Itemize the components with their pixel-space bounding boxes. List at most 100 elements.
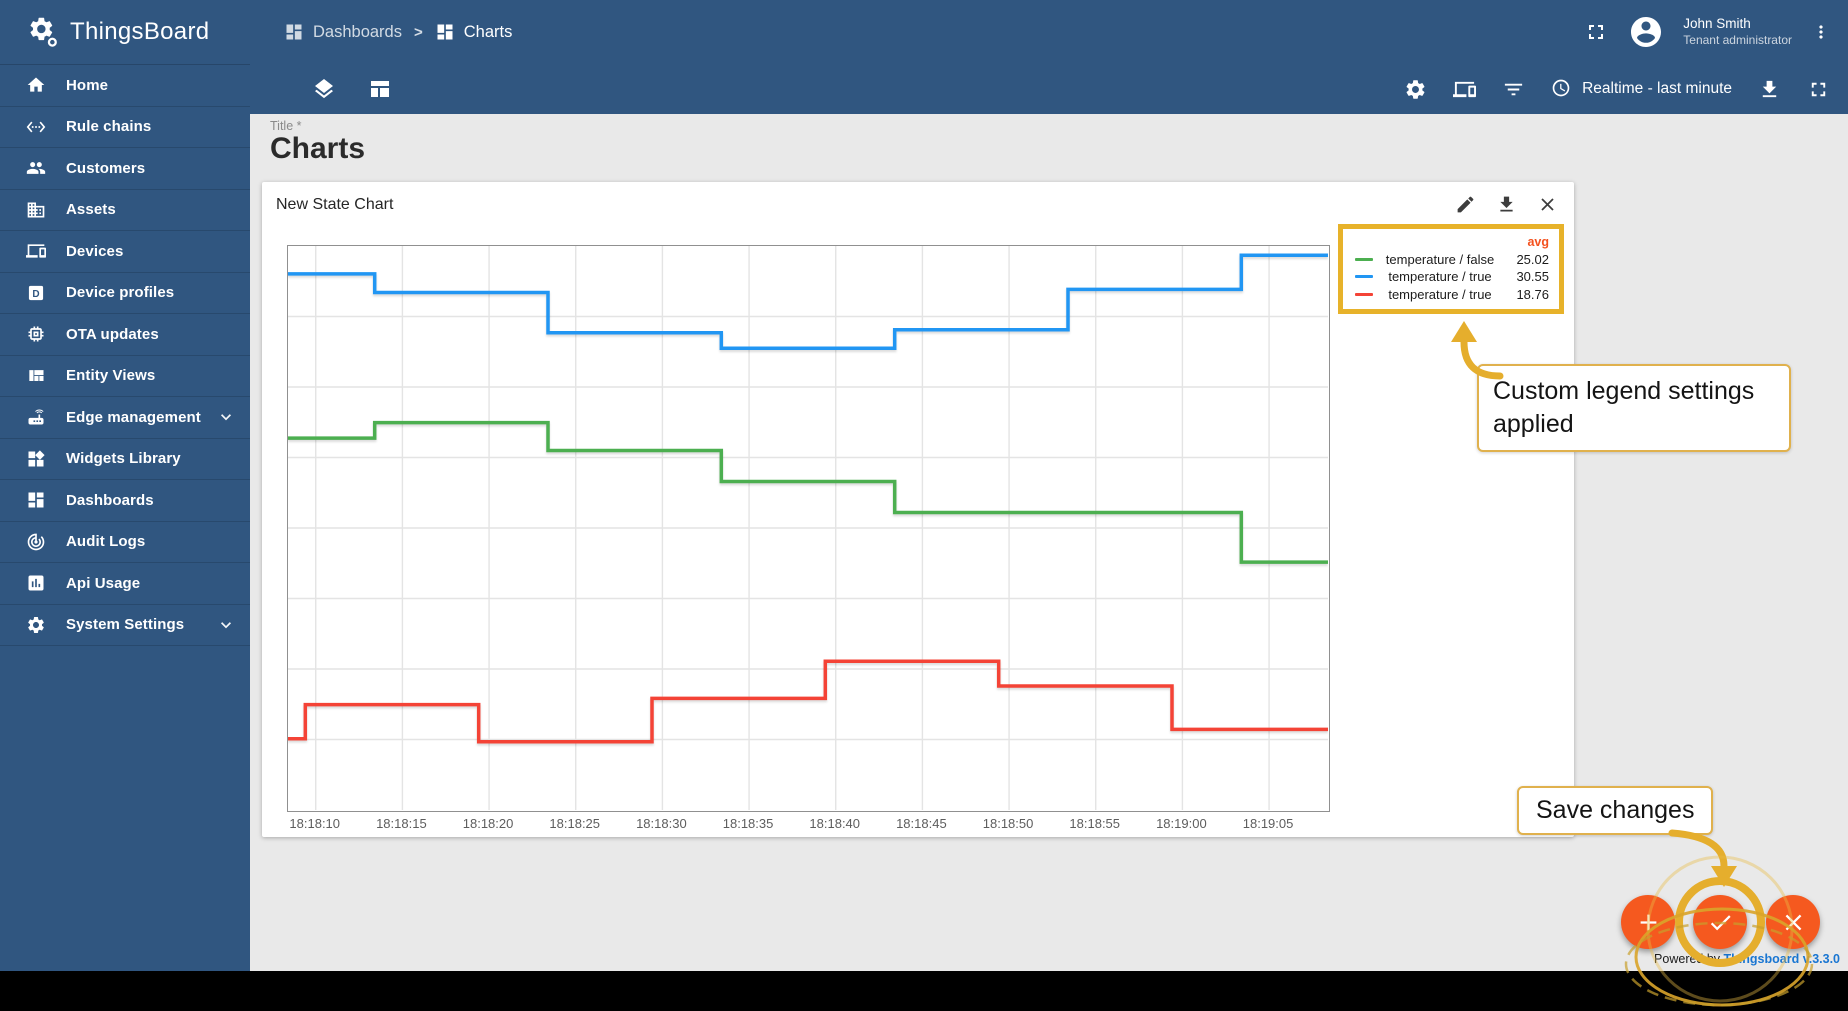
dashboard-title-label: Title * [270, 119, 302, 133]
version-link[interactable]: Thingsboard v.3.3.0 [1723, 952, 1840, 966]
sidebar-menu: Home Rule chains Customers Assets Devices D De… [0, 64, 250, 646]
sidebar-item-label: Assets [66, 201, 116, 219]
devices-icon [26, 244, 46, 258]
close-icon [1541, 198, 1554, 211]
sidebar-item-dashboards[interactable]: Dashboards [0, 480, 250, 522]
legend-series-dash [1355, 275, 1373, 279]
manage-layouts-icon [371, 81, 389, 97]
sidebar-item-edge-management[interactable]: Edge management [0, 397, 250, 439]
assets-icon [27, 202, 45, 218]
sidebar-item-rule-chains[interactable]: Rule chains [0, 107, 250, 148]
widget-edit-button[interactable] [1455, 194, 1476, 215]
sidebar-item-entity-views[interactable]: Entity Views [0, 356, 250, 397]
sidebar-item-label: Widgets Library [66, 450, 181, 468]
sidebar-item-device-profiles[interactable]: D Device profiles [0, 273, 250, 314]
widget-title: New State Chart [276, 196, 394, 213]
rule-chains-icon [26, 121, 46, 133]
legend-series-dash [1355, 257, 1373, 261]
dashboard-toolbar: Realtime - last minute [250, 64, 1848, 114]
sidebar-item-api-usage[interactable]: Api Usage [0, 563, 250, 605]
x-tick-label: 18:18:35 [722, 816, 774, 831]
top-header: Dashboards > Charts John Smith Tenant admi… [250, 0, 1848, 64]
widget-export-button[interactable] [1496, 194, 1517, 215]
device-profiles-icon: D [28, 285, 44, 300]
timewindow-label: Realtime - last minute [1582, 80, 1732, 97]
sidebar-item-label: Api Usage [66, 574, 141, 592]
legend-series-value: 18.76 [1516, 287, 1549, 303]
more-vert-icon[interactable] [1810, 21, 1832, 43]
breadcrumb-item-charts[interactable]: Charts [435, 22, 513, 42]
chart-plot-area[interactable] [287, 245, 1330, 812]
powered-by: Powered by Thingsboard v.3.3.0 [1654, 952, 1840, 966]
widget-actions [1455, 194, 1558, 215]
toolbar-left-icons [250, 77, 392, 101]
x-tick-label: 18:18:25 [549, 816, 601, 831]
schedule-icon [1552, 79, 1570, 97]
x-tick-label: 18:18:50 [982, 816, 1034, 831]
dashboard-icon [28, 492, 44, 508]
ota-icon [28, 326, 44, 342]
sidebar-item-ota-updates[interactable]: OTA updates [0, 314, 250, 356]
device-profiles-icon-wrap: D [26, 283, 46, 303]
widget-close-button[interactable] [1537, 194, 1558, 215]
screen-bottom-strip [0, 971, 1848, 1011]
devices-button[interactable] [1453, 78, 1477, 101]
legend-row[interactable]: temperature / true 30.55 [1351, 269, 1549, 284]
edge-icon-wrap [26, 407, 46, 427]
sidebar-item-audit-logs[interactable]: Audit Logs [0, 522, 250, 563]
dashboard-icon-wrap [284, 22, 304, 42]
fullscreen-expand-button[interactable] [1807, 78, 1830, 101]
sidebar-item-customers[interactable]: Customers [0, 148, 250, 190]
user-info[interactable]: John Smith Tenant administrator [1683, 16, 1792, 48]
settings-gear-button[interactable] [1404, 78, 1427, 101]
add-fab[interactable] [1621, 895, 1675, 949]
breadcrumb-item-dashboards[interactable]: Dashboards [284, 22, 402, 42]
main-content: Title * Charts New State Chart 18:18:10 1… [250, 114, 1848, 972]
legend-callout: Custom legend settings applied [1477, 364, 1791, 452]
home-icon [27, 77, 45, 92]
assets-icon-wrap [26, 200, 46, 220]
svg-text:D: D [32, 289, 39, 300]
legend-row[interactable]: temperature / false 25.02 [1351, 252, 1549, 267]
close-icon [1785, 914, 1801, 930]
breadcrumb-separator: > [413, 23, 423, 41]
widget-card: New State Chart 18:18:10 18:18:15 18:18:20… [262, 182, 1574, 837]
customers-icon-wrap [26, 158, 46, 178]
legend-series-label: temperature / true [1388, 269, 1492, 285]
sidebar-item-devices[interactable]: Devices [0, 231, 250, 273]
settings-gear-icon [28, 616, 44, 633]
sidebar-item-label: Device profiles [66, 284, 175, 302]
filter-button[interactable] [1502, 78, 1525, 101]
series-line-0 [288, 420, 1328, 564]
legend-row[interactable]: temperature / true 18.76 [1351, 287, 1549, 302]
x-tick-label: 18:18:45 [896, 816, 947, 831]
check-icon [1710, 914, 1731, 930]
layers-button[interactable] [312, 77, 336, 101]
entity-views-icon [29, 369, 44, 381]
x-tick-label: 18:18:15 [376, 816, 427, 831]
discard-changes-fab[interactable] [1766, 895, 1820, 949]
header-actions: John Smith Tenant administrator [1583, 13, 1848, 51]
chevron-down-icon-wrap [216, 407, 236, 427]
x-tick-label: 18:18:55 [1069, 816, 1121, 831]
sidebar-item-system-settings[interactable]: System Settings [0, 605, 250, 646]
timewindow-button[interactable]: Realtime - last minute [1551, 78, 1732, 100]
breadcrumb-label: Charts [463, 22, 513, 41]
manage-layouts-button[interactable] [368, 77, 392, 101]
avatar[interactable] [1627, 13, 1665, 51]
download-icon [1500, 196, 1513, 212]
settings-gear-icon [1406, 79, 1425, 99]
brand-logo[interactable]: ThingsBoard [0, 0, 250, 64]
toolbar-right: Realtime - last minute [1404, 78, 1848, 101]
devices-icon-wrap [26, 241, 46, 261]
ota-icon-wrap [26, 324, 46, 344]
download-button[interactable] [1758, 78, 1781, 101]
dashboard-icon [286, 24, 302, 40]
fullscreen-icon[interactable] [1583, 19, 1609, 45]
sidebar-item-widgets-library[interactable]: Widgets Library [0, 439, 250, 480]
apply-changes-fab[interactable] [1693, 895, 1747, 949]
sidebar-item-assets[interactable]: Assets [0, 190, 250, 231]
legend-series-value: 25.02 [1516, 251, 1549, 267]
sidebar-item-home[interactable]: Home [0, 65, 250, 107]
